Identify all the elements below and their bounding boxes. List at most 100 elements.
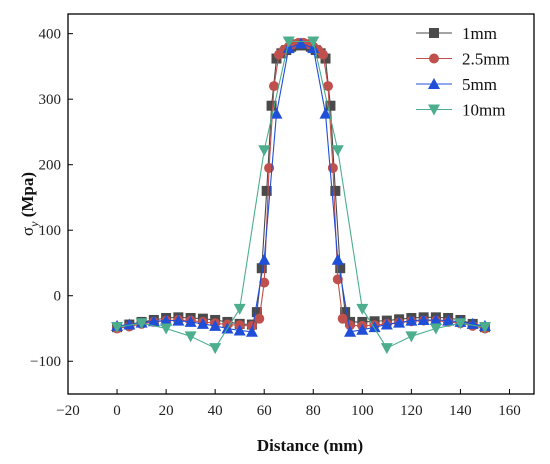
x-tick-label: 60 [257, 403, 272, 419]
legend-marker [429, 28, 439, 38]
plot-frame [67, 13, 535, 395]
data-point [356, 323, 369, 335]
x-tick-label: 20 [159, 403, 174, 419]
data-point [184, 315, 197, 327]
data-point [209, 319, 222, 331]
data-point [442, 314, 455, 326]
data-point [160, 323, 173, 335]
data-point [429, 313, 442, 325]
series-10mm [111, 36, 491, 355]
data-point [356, 303, 369, 315]
y-tick-label: −100 [30, 354, 61, 370]
legend-item: 2.5mm [416, 50, 510, 69]
data-point [269, 81, 280, 92]
data-point [318, 49, 329, 60]
data-point [417, 313, 430, 325]
data-point [344, 325, 357, 337]
data-point [256, 263, 267, 274]
data-point [307, 36, 320, 48]
y-tick-label: 0 [54, 289, 62, 305]
data-point [331, 145, 344, 157]
x-tick-label: 0 [113, 403, 121, 419]
data-point [380, 318, 393, 330]
data-point [368, 321, 381, 333]
data-point [209, 343, 222, 355]
data-point [331, 253, 344, 265]
data-point [325, 100, 336, 111]
data-point [111, 322, 124, 334]
legend-label: 2.5mm [462, 50, 510, 69]
y-axis-title: σy (Mpa) [18, 172, 41, 236]
data-point [123, 318, 136, 330]
data-point [270, 107, 283, 119]
data-point [172, 314, 185, 326]
data-point [135, 318, 148, 330]
legend-marker [428, 78, 440, 89]
data-point [429, 323, 442, 335]
legend-item: 5mm [416, 75, 497, 94]
data-point [282, 42, 295, 54]
svg-text:σy (Mpa): σy (Mpa) [18, 172, 41, 236]
legend-marker [428, 104, 440, 116]
data-point [393, 316, 406, 328]
data-point [340, 307, 351, 318]
x-tick-label: 140 [449, 403, 472, 419]
data-point [282, 36, 295, 48]
series-5mm [111, 37, 491, 337]
data-point [261, 185, 272, 196]
series-line [117, 40, 485, 349]
legend-label: 10mm [462, 101, 505, 120]
x-tick-label: 80 [306, 403, 321, 419]
legend-label: 5mm [462, 75, 497, 94]
series-layer [111, 36, 491, 355]
y-axis-subscript: y [27, 221, 41, 228]
x-axis-title: Distance (mm) [257, 436, 363, 455]
data-point [380, 343, 393, 355]
data-point [345, 320, 356, 331]
x-tick-label: −20 [56, 403, 79, 419]
data-point [330, 185, 341, 196]
data-point [259, 277, 270, 288]
x-axis-ticks: −20 0 20 40 60 80 100 120 140 160 [56, 389, 521, 419]
x-tick-label: 100 [351, 403, 374, 419]
data-point [478, 322, 491, 334]
series-line [117, 42, 486, 330]
y-axis-ticks: −100 0 100 200 300 400 [30, 27, 73, 370]
data-point [295, 37, 307, 49]
data-point [160, 314, 173, 326]
data-point [196, 317, 209, 329]
data-point [233, 324, 246, 336]
x-tick-label: 160 [498, 403, 521, 419]
legend-label: 1mm [462, 24, 497, 43]
data-point [184, 331, 197, 343]
data-point [233, 303, 246, 315]
data-point [266, 100, 277, 111]
legend-marker [429, 53, 439, 64]
data-point [319, 107, 332, 119]
data-point [258, 253, 271, 265]
data-point [245, 325, 258, 337]
data-point [405, 314, 418, 326]
x-tick-label: 120 [400, 403, 423, 419]
data-point [322, 81, 333, 92]
y-tick-label: 400 [39, 27, 62, 43]
legend-item: 10mm [416, 101, 505, 120]
data-point [251, 307, 262, 318]
y-tick-label: 100 [39, 223, 62, 239]
y-tick-label: 300 [39, 92, 62, 108]
data-point [307, 42, 320, 54]
y-axis-unit: (Mpa) [18, 172, 37, 217]
data-point [337, 313, 348, 324]
data-point [258, 145, 271, 157]
data-point [405, 331, 418, 343]
data-point [147, 315, 160, 327]
x-tick-label: 40 [208, 403, 223, 419]
data-point [454, 318, 467, 330]
y-tick-label: 200 [39, 158, 62, 174]
legend-item: 1mm [416, 24, 497, 43]
legend: 1mm 2.5mm 5mm 10mm [416, 24, 510, 120]
data-point [254, 313, 265, 324]
y-axis-symbol: σ [18, 227, 37, 236]
data-point [335, 263, 346, 274]
